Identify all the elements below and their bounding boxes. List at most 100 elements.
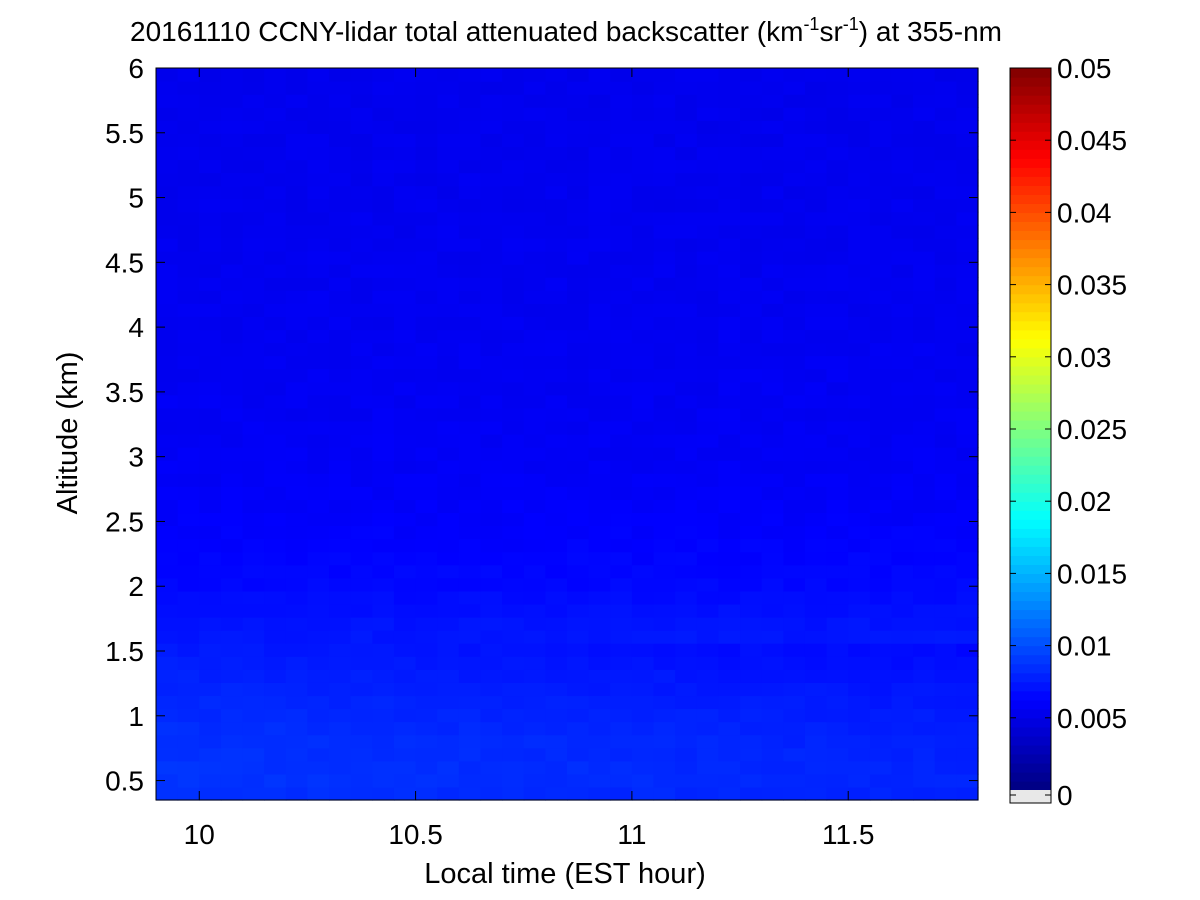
heatmap-cell — [740, 368, 763, 383]
heatmap-cell — [523, 551, 546, 566]
heatmap-cell — [264, 303, 287, 317]
heatmap-cell — [891, 159, 914, 174]
heatmap-cell — [696, 643, 720, 657]
heatmap-cell — [437, 564, 460, 579]
heatmap-cell — [545, 473, 568, 487]
heatmap-cell — [523, 172, 546, 187]
heatmap-cell — [242, 264, 265, 278]
title-exp1: -1 — [803, 14, 819, 34]
heatmap-cell — [869, 251, 893, 265]
heatmap-cell — [393, 617, 417, 631]
heatmap-cell — [350, 198, 373, 213]
heatmap-cell — [610, 617, 633, 631]
heatmap-cell — [480, 133, 503, 148]
heatmap-cell — [156, 394, 179, 409]
heatmap-cell — [675, 355, 698, 370]
heatmap-cell — [956, 499, 979, 514]
heatmap-cell — [631, 290, 655, 304]
heatmap-cell — [242, 447, 265, 461]
heatmap-cell — [588, 290, 611, 304]
heatmap-cell — [502, 237, 525, 252]
heatmap-cell — [934, 512, 957, 527]
heatmap-cell — [913, 603, 936, 618]
heatmap-cell — [740, 577, 763, 592]
heatmap-cell — [696, 316, 720, 331]
heatmap-cell — [826, 185, 849, 200]
heatmap-cell — [631, 133, 655, 148]
heatmap-cell — [826, 264, 849, 278]
heatmap-cell — [913, 198, 936, 213]
heatmap-cell — [502, 185, 525, 200]
heatmap-cell — [393, 368, 417, 383]
heatmap-cell — [199, 303, 222, 317]
heatmap-cell — [783, 656, 806, 670]
heatmap-cell — [740, 237, 763, 252]
heatmap-cell — [631, 630, 655, 644]
heatmap-cell — [848, 564, 871, 579]
heatmap-cell — [913, 185, 936, 200]
heatmap-cell — [783, 94, 806, 108]
heatmap-cell — [869, 512, 893, 527]
heatmap-cell — [631, 407, 655, 422]
colorbar-tick-label: 0.025 — [1057, 414, 1127, 445]
heatmap-cell — [458, 525, 482, 540]
heatmap-cell — [372, 499, 395, 514]
heatmap-cell — [675, 316, 698, 331]
heatmap-cell — [891, 355, 914, 370]
heatmap-cell — [696, 290, 720, 304]
heatmap-cell — [523, 316, 546, 331]
heatmap-cell — [956, 107, 979, 121]
heatmap-cell — [264, 146, 287, 161]
heatmap-cell — [696, 708, 720, 723]
heatmap-cell — [804, 447, 828, 461]
heatmap-cell — [761, 538, 784, 553]
heatmap-cell — [588, 617, 611, 631]
colorbar-segment — [1010, 140, 1051, 150]
heatmap-cell — [826, 224, 849, 239]
colorbar-segment — [1010, 726, 1051, 737]
heatmap-cell — [567, 185, 590, 200]
heatmap-cell — [307, 538, 330, 553]
heatmap-cell — [372, 551, 395, 566]
heatmap-cell — [458, 407, 482, 422]
heatmap-cell — [523, 185, 546, 200]
heatmap-cell — [242, 172, 265, 187]
heatmap-cell — [329, 198, 352, 213]
heatmap-cell — [610, 211, 633, 226]
colorbar-segment — [1010, 311, 1051, 322]
heatmap-cell — [437, 237, 460, 252]
heatmap-cell — [848, 486, 871, 500]
colorbar-segment — [1010, 239, 1051, 250]
heatmap-cell — [675, 94, 698, 108]
heatmap-cell — [307, 172, 330, 187]
heatmap-cell — [696, 773, 720, 788]
heatmap-cell — [372, 120, 395, 134]
heatmap-cell — [653, 94, 676, 108]
heatmap-cell — [956, 381, 979, 396]
heatmap-cell — [177, 355, 200, 370]
heatmap-cell — [848, 643, 871, 657]
heatmap-cell — [761, 669, 784, 683]
heatmap-cell — [372, 68, 395, 82]
heatmap-cell — [610, 486, 633, 500]
heatmap-cell — [329, 538, 352, 553]
heatmap-cell — [761, 120, 784, 134]
heatmap-cell — [458, 786, 482, 801]
heatmap-cell — [913, 786, 936, 801]
heatmap-cell — [458, 747, 482, 762]
heatmap-cell — [307, 734, 330, 749]
heatmap-cell — [610, 237, 633, 252]
heatmap-cell — [934, 656, 957, 670]
heatmap-cell — [869, 460, 893, 474]
heatmap-cell — [740, 460, 763, 474]
heatmap-cell — [761, 94, 784, 108]
heatmap-cell — [869, 603, 893, 618]
heatmap-cell — [242, 237, 265, 252]
heatmap-cell — [869, 133, 893, 148]
heatmap-cell — [761, 198, 784, 213]
x-tick-label: 11 — [617, 819, 646, 850]
heatmap-cell — [610, 420, 633, 435]
heatmap-cell — [675, 577, 698, 592]
heatmap-cell — [329, 734, 352, 749]
heatmap-cell — [350, 277, 373, 291]
